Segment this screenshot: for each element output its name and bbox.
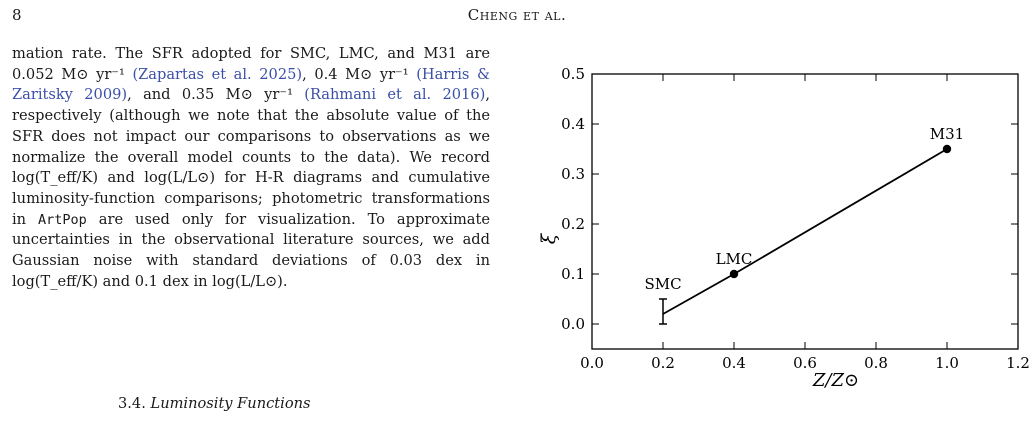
y-tick-label: 0.3 [561, 165, 585, 183]
page-header: 8 Cheng et al. [0, 6, 1034, 30]
body-text-column: mation rate. The SFR adopted for SMC, LM… [12, 44, 490, 292]
point-label: SMC [644, 275, 681, 293]
y-axis-label: ξ [538, 232, 560, 244]
y-tick-label: 0.0 [561, 315, 585, 333]
x-tick-label: 1.0 [935, 354, 959, 372]
series-line [662, 148, 948, 315]
citation-rahmani[interactable]: (Rahmani et al. 2016) [304, 86, 486, 104]
metallicity-chart: 0.0 0.2 0.4 0.6 0.8 1.0 1.20.00.10.20.30.40.5 … [538, 65, 1030, 391]
y-tick-label: 0.5 [561, 65, 585, 83]
y-tick-label: 0.4 [561, 115, 585, 133]
x-axis-label: Z/Z⊙ [812, 370, 859, 391]
x-tick-label: 1.2 [1006, 354, 1030, 372]
chart-marks: SMC LMC M31 [644, 125, 964, 325]
x-tick-label: 0.8 [864, 354, 888, 372]
x-tick-label: 0.0 [580, 354, 604, 372]
chart-axes: 0.0 0.2 0.4 0.6 0.8 1.0 1.2 0.0 0.1 0.2 0.3 0.4 0.5 [561, 65, 1030, 372]
section-title: Luminosity Functions [150, 395, 311, 412]
text-intro: mation rate. The SFR adopted for SMC, LM… [12, 45, 490, 83]
figure: 0.0 0.2 0.4 0.6 0.8 1.0 1.2 0.0 0.1 0.2 0.3 0.4 0.5 … [530, 54, 1034, 423]
citation-zapartas[interactable]: (Zapartas et al. 2025) [132, 65, 303, 83]
citation-harris[interactable]: (Harris & Zaritsky 2009) [12, 65, 490, 104]
point-label: LMC [716, 250, 753, 268]
body-paragraph: mation rate. The SFR adopted for SMC, LM… [12, 44, 490, 292]
text-mid1: , 0.4 M⊙ yr⁻¹ [302, 65, 417, 83]
x-tick-label: 0.2 [651, 354, 675, 372]
x-tick-label: 0.4 [722, 354, 746, 372]
section-heading: 3.4. Luminosity Functions [118, 395, 311, 412]
text-rest2: are used only for visualization. To appr… [12, 210, 490, 290]
running-head: Cheng et al. [467, 6, 567, 24]
x-tick-label: 0.6 [793, 354, 817, 372]
plot-frame [591, 73, 1019, 350]
data-point [729, 269, 739, 279]
text-mid2: , and 0.35 M⊙ yr⁻¹ [127, 86, 305, 104]
code-artpop: ArtPop [38, 211, 87, 228]
y-tick-label: 0.2 [561, 215, 585, 233]
data-point [942, 144, 952, 154]
section-number: 3.4. [118, 395, 146, 412]
page-number: 8 [12, 6, 22, 24]
text-rest1: , respectively (although we note that th… [12, 86, 490, 228]
y-tick-label: 0.1 [561, 265, 585, 283]
point-label: M31 [930, 125, 964, 143]
